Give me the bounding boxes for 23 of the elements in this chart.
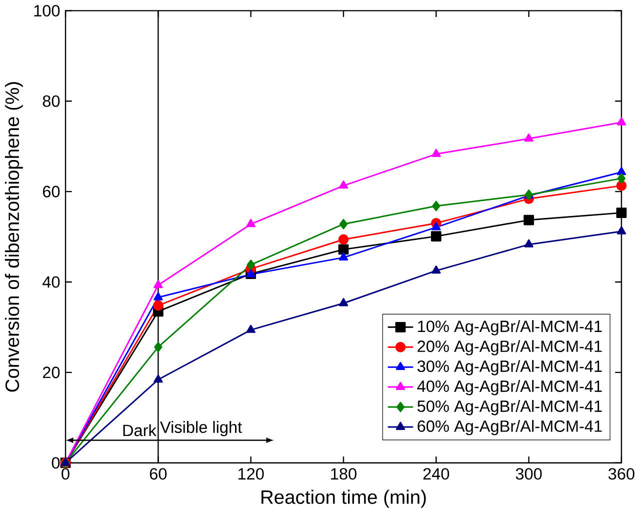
legend-label: 10% Ag-AgBr/Al-MCM-41 (418, 320, 602, 336)
y-tick-label: 80 (42, 96, 60, 108)
legend-label: 40% Ag-AgBr/Al-MCM-41 (417, 380, 602, 396)
y-tick-label: 0 (52, 457, 60, 469)
y-tick-label: 20 (42, 366, 60, 378)
x-tick-label: 360 (608, 468, 634, 480)
x-axis-title: Reaction time (min) (262, 490, 426, 508)
y-tick-label: 60 (42, 186, 60, 198)
x-tick-label: 60 (150, 468, 167, 480)
annotation: Visible light (160, 421, 242, 436)
legend-label: 50% Ag-AgBr/Al-MCM-41 (418, 400, 602, 416)
x-tick-label: 300 (516, 468, 542, 480)
y-axis-title: Conversion of dibenzothiophene (%) (4, 82, 23, 392)
x-tick-label: 0 (62, 468, 70, 480)
annotation: Dark (123, 424, 156, 436)
y-tick-label: 100 (34, 5, 60, 17)
legend-label: 60% Ag-AgBr/Al-MCM-41 (418, 420, 602, 436)
x-tick-label: 120 (238, 468, 264, 480)
x-tick-label: 180 (331, 468, 356, 480)
x-tick-label: 240 (423, 468, 450, 480)
y-tick-label: 40 (42, 276, 60, 288)
legend-label: 20% Ag-AgBr/Al-MCM-41 (418, 340, 602, 356)
legend-label: 30% Ag-AgBr/Al-MCM-41 (417, 360, 602, 376)
